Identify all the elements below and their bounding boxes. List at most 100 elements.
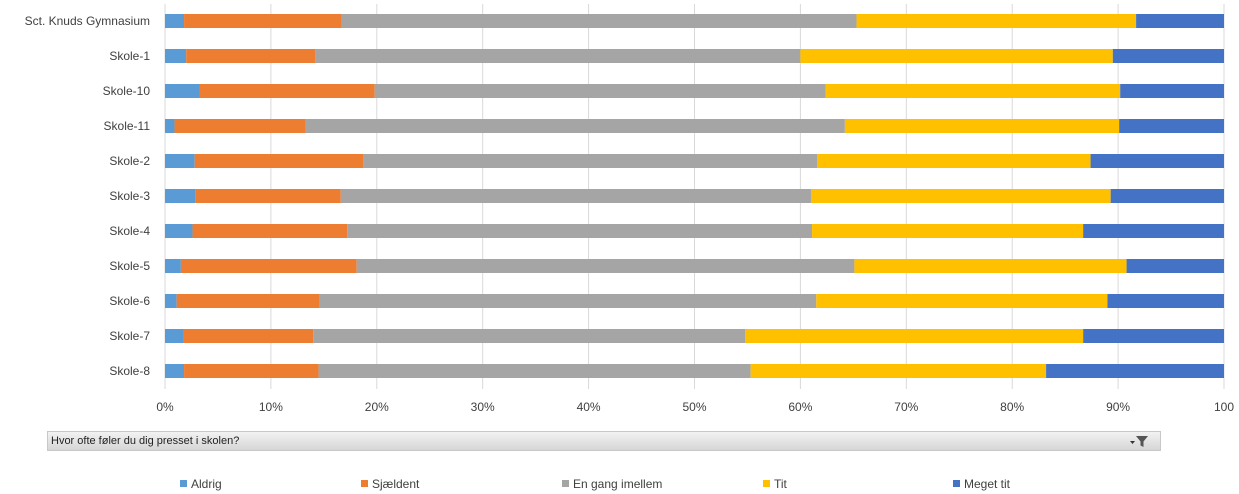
chart: Sct. Knuds Gymnasium Skole-1 Skole-10 Skole…: [25, 4, 1234, 414]
legend-label: Aldrig: [191, 477, 222, 491]
x-tick-label: 100: [1214, 400, 1234, 414]
legend-label: En gang imellem: [573, 477, 663, 491]
bar-segment: [374, 84, 826, 98]
category-label: Skole-3: [109, 189, 150, 203]
bar-segment: [810, 189, 1111, 203]
bar-segment: [363, 154, 818, 168]
legend-swatch: [361, 480, 368, 487]
legend-label: Meget tit: [964, 477, 1011, 491]
category-label: Skole-1: [109, 49, 150, 63]
bar-segment: [165, 329, 184, 343]
bar-segment: [1119, 119, 1224, 133]
bar-segment: [825, 84, 1121, 98]
bar-segment: [180, 259, 357, 273]
bar-segment: [176, 294, 320, 308]
bar-segment: [341, 14, 857, 28]
bar-segment: [165, 364, 185, 378]
bar-segment: [1107, 294, 1224, 308]
legend-label: Sjældent: [372, 477, 420, 491]
bar-segment: [184, 14, 342, 28]
field-filter-bar[interactable]: Hvor ofte føler du dig presset i skolen?: [47, 431, 1161, 451]
category-label: Sct. Knuds Gymnasium: [25, 14, 150, 28]
category-label: Skole-4: [109, 224, 150, 238]
bar-segment: [1046, 364, 1224, 378]
category-labels: Sct. Knuds Gymnasium Skole-1 Skole-10 Skole…: [25, 14, 151, 378]
bar-segment: [1090, 154, 1224, 168]
bar-segment: [812, 224, 1084, 238]
bar-segment: [195, 189, 341, 203]
bar-segment: [340, 189, 811, 203]
bar-segment: [816, 294, 1108, 308]
bar-segment: [174, 119, 306, 133]
bar-segment: [183, 329, 314, 343]
bars: [165, 14, 1224, 378]
bar-segment: [745, 329, 1084, 343]
bar-segment: [319, 294, 817, 308]
x-tick-label: 90%: [1106, 400, 1130, 414]
bar-segment: [165, 154, 195, 168]
filter-field-label: Hvor ofte føler du dig presset i skolen?: [51, 435, 240, 447]
bar-segment: [854, 259, 1127, 273]
legend-item: Aldrig: [180, 477, 222, 491]
bar-segment: [305, 119, 845, 133]
category-label: Skole-10: [103, 84, 151, 98]
legend-item: En gang imellem: [562, 477, 662, 491]
category-label: Skole-6: [109, 294, 150, 308]
legend-swatch: [180, 480, 187, 487]
x-tick-label: 70%: [894, 400, 918, 414]
x-axis-tick-labels: 0% 10% 20% 30% 40% 50% 60% 70% 80% 90% 100: [156, 400, 1234, 414]
legend-item: Meget tit: [953, 477, 1010, 491]
category-label: Skole-11: [104, 119, 151, 133]
legend-item: Sjældent: [361, 477, 419, 491]
x-tick-label: 40%: [577, 400, 601, 414]
bar-segment: [844, 119, 1120, 133]
bar-segment: [318, 364, 751, 378]
category-label: Skole-7: [109, 329, 150, 343]
legend-item: Tit: [763, 477, 787, 491]
bar-segment: [1136, 14, 1224, 28]
legend-swatch: [562, 480, 569, 487]
bar-segment: [347, 224, 813, 238]
bar-segment: [856, 14, 1137, 28]
bar-segment: [165, 14, 185, 28]
bar-segment: [1110, 189, 1224, 203]
bar-segment: [165, 49, 187, 63]
bar-segment: [192, 224, 348, 238]
x-tick-label: 0%: [156, 400, 174, 414]
legend-swatch: [763, 480, 770, 487]
bar-segment: [194, 154, 364, 168]
bar-segment: [1083, 224, 1224, 238]
category-label: Skole-2: [109, 154, 150, 168]
x-tick-label: 80%: [1000, 400, 1024, 414]
x-tick-label: 30%: [471, 400, 495, 414]
bar-segment: [800, 49, 1113, 63]
legend-label: Tit: [774, 477, 787, 491]
bar-segment: [1112, 49, 1224, 63]
filter-dropdown-icon[interactable]: [1128, 433, 1150, 449]
bar-segment: [186, 49, 316, 63]
bar-segment: [356, 259, 855, 273]
x-tick-label: 20%: [365, 400, 389, 414]
x-tick-label: 60%: [788, 400, 812, 414]
bar-segment: [165, 189, 196, 203]
bar-segment: [817, 154, 1091, 168]
x-tick-label: 50%: [682, 400, 706, 414]
bar-segment: [1083, 329, 1224, 343]
bar-segment: [750, 364, 1047, 378]
legend-swatch: [953, 480, 960, 487]
bar-segment: [165, 224, 193, 238]
bar-segment: [165, 119, 175, 133]
bar-segment: [165, 259, 181, 273]
bar-segment: [315, 49, 801, 63]
x-tick-label: 10%: [259, 400, 283, 414]
bar-segment: [165, 84, 200, 98]
bar-segment: [313, 329, 746, 343]
bar-segment: [199, 84, 375, 98]
category-label: Skole-5: [109, 259, 150, 273]
bar-segment: [165, 294, 177, 308]
category-label: Skole-8: [109, 364, 150, 378]
bar-segment: [1126, 259, 1224, 273]
bar-segment: [1120, 84, 1224, 98]
legend: Aldrig Sjældent En gang imellem Tit Meget ti…: [0, 474, 1239, 494]
bar-segment: [184, 364, 319, 378]
